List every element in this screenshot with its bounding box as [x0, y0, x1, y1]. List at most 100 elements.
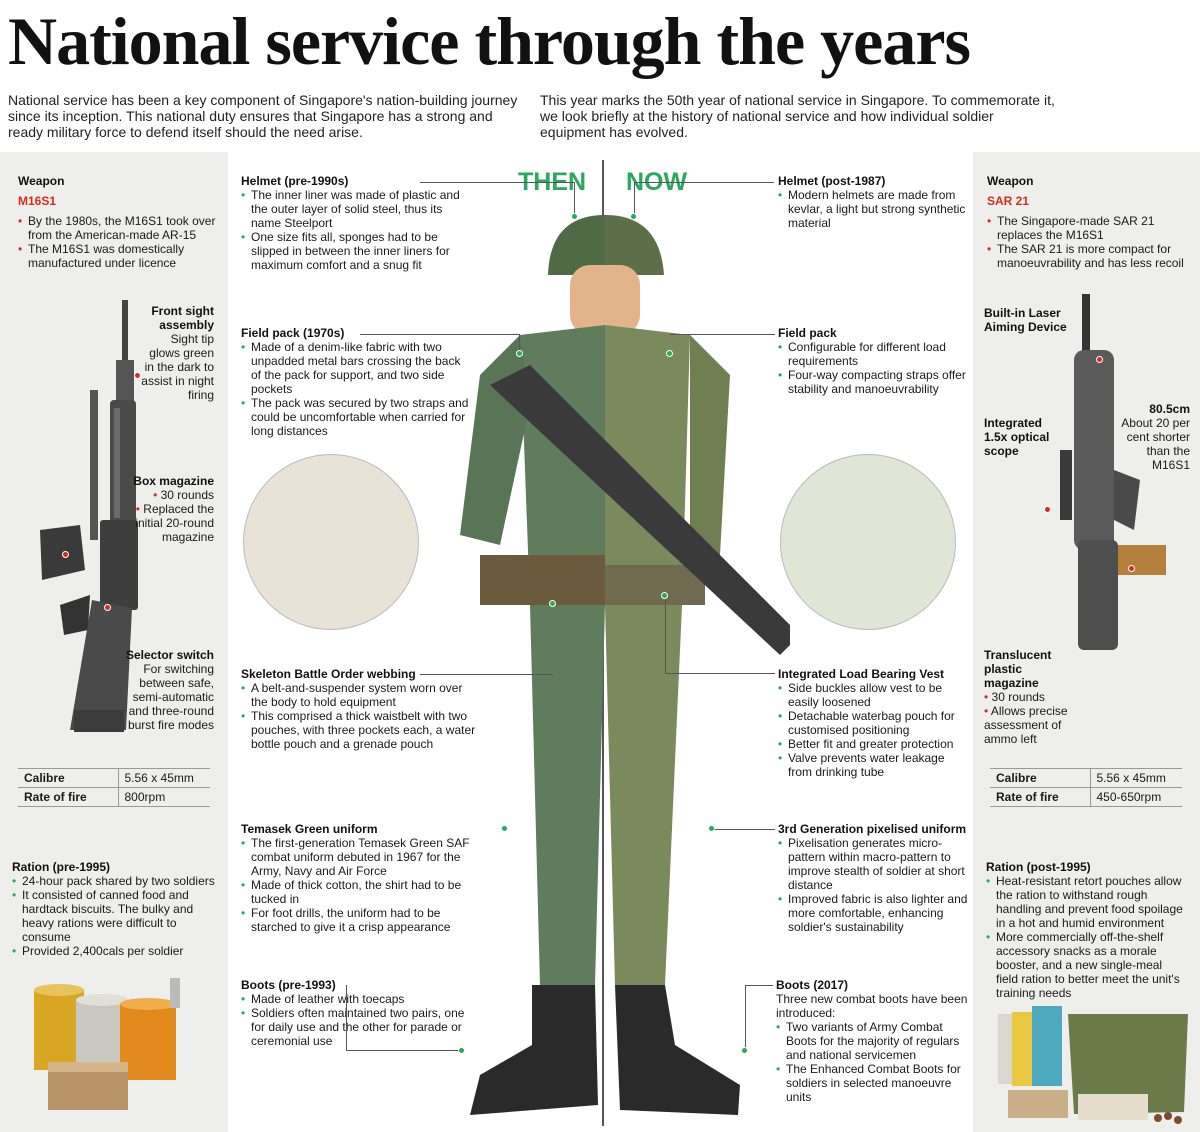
selector-marker: [104, 604, 111, 611]
left-weapon-point: By the 1980s, the M16S1 took over from t…: [18, 214, 218, 242]
spec-row: Rate of fire 800rpm: [18, 787, 210, 807]
then-helmet-callout: [420, 182, 575, 216]
right-weapon-name: SAR 21: [987, 194, 1030, 208]
left-weapon-point: The M16S1 was domestically manufactured …: [18, 242, 218, 270]
spec-key: Rate of fire: [18, 787, 118, 807]
front-sight-text: Sight tip glows green in the dark to ass…: [141, 332, 214, 402]
now-pack-marker: [666, 350, 673, 357]
scope-marker: [1044, 506, 1051, 513]
front-sight-title: Front sight assembly: [151, 304, 214, 332]
spec-value: 5.56 x 45mm: [1089, 768, 1182, 788]
spec-key: Rate of fire: [990, 787, 1090, 807]
then-webbing-point: A belt-and-suspender system worn over th…: [241, 681, 481, 709]
then-uniform-title: Temasek Green uniform: [241, 822, 378, 836]
then-boots-marker: [458, 1047, 465, 1054]
now-uniform-block: 3rd Generation pixelised uniform Pixelis…: [778, 822, 970, 934]
spec-row: Rate of fire 450-650rpm: [990, 787, 1182, 807]
then-helmet-title: Helmet (pre-1990s): [241, 174, 349, 188]
then-uniform-block: Temasek Green uniform The first-generati…: [241, 822, 471, 934]
now-vest-point: Side buckles allow vest to be easily loo…: [778, 681, 970, 709]
right-weapon-heading: Weapon: [987, 174, 1034, 188]
now-uniform-point: Pixelisation generates micro-pattern wit…: [778, 836, 970, 892]
now-vest-point: Detachable waterbag pouch for customised…: [778, 709, 970, 737]
spec-key: Calibre: [18, 768, 118, 788]
box-magazine-block: Box magazine • 30 rounds • Replaced the …: [110, 474, 214, 544]
now-vest-block: Integrated Load Bearing Vest Side buckle…: [778, 667, 970, 779]
length-text: About 20 per cent shorter than the M16S1: [1121, 416, 1190, 472]
right-weapon-point: The Singapore-made SAR 21 replaces the M…: [987, 214, 1192, 242]
now-pack-block: Field pack Configurable for different lo…: [778, 326, 968, 396]
spec-value: 450-650rpm: [1089, 787, 1182, 807]
magazine-marker: [62, 551, 69, 558]
then-pack-circle: [243, 454, 419, 630]
selector-block: Selector switch For switching between sa…: [120, 648, 214, 732]
translucent-magazine-block: Translucent plastic magazine • 30 rounds…: [984, 648, 1074, 746]
left-spec-table: Calibre 5.56 x 45mm Rate of fire 800rpm: [18, 768, 210, 807]
then-pack-block: Field pack (1970s) Made of a denim-like …: [241, 326, 471, 438]
box-magazine-point: • Replaced the initial 20-round magazine: [135, 502, 214, 544]
then-pack-callout: [360, 334, 520, 352]
now-pack-callout: [670, 334, 775, 335]
translucent-magazine-title: Translucent plastic magazine: [984, 648, 1052, 690]
field-ration-illustration: [998, 1006, 1188, 1124]
then-boots-callout: [346, 985, 460, 1051]
then-webbing-block: Skeleton Battle Order webbing A belt-and…: [241, 667, 481, 751]
ration-then-point: 24-hour pack shared by two soldiers: [12, 874, 222, 888]
ration-now-point: Heat-resistant retort pouches allow the …: [986, 874, 1186, 930]
now-pack-point: Configurable for different load requirem…: [778, 340, 968, 368]
now-vest-callout: [665, 600, 775, 674]
scope-title: Integrated 1.5x optical scope: [984, 416, 1050, 458]
now-uniform-callout: [712, 829, 775, 830]
intro-right: This year marks the 50th year of nationa…: [540, 92, 1055, 140]
then-helmet-marker: [571, 213, 578, 220]
scope-block: Integrated 1.5x optical scope: [984, 416, 1054, 458]
now-vest-marker: [661, 592, 668, 599]
now-pack-point: Four-way compacting straps offer stabili…: [778, 368, 968, 396]
now-boots-marker: [741, 1047, 748, 1054]
now-boots-point: Two variants of Army Combat Boots for th…: [776, 1020, 970, 1062]
laser-marker: [1096, 356, 1103, 363]
now-pack-title: Field pack: [778, 326, 837, 340]
canned-food-illustration: [34, 978, 180, 1110]
left-weapon-block: Weapon M16S1 By the 1980s, the M16S1 too…: [18, 174, 218, 270]
spec-value: 800rpm: [117, 787, 210, 807]
soldier-illustration: [460, 215, 790, 1115]
then-uniform-point: The first-generation Temasek Green SAF c…: [241, 836, 471, 878]
now-boots-point: The Enhanced Combat Boots for soldiers i…: [776, 1062, 970, 1104]
right-spec-table: Calibre 5.56 x 45mm Rate of fire 450-650…: [990, 768, 1182, 807]
then-pack-title: Field pack (1970s): [241, 326, 345, 340]
then-webbing-callout: [420, 674, 553, 675]
ration-now-block: Ration (post-1995) Heat-resistant retort…: [986, 860, 1186, 1000]
front-sight-block: Front sight assembly Sight tip glows gre…: [140, 304, 214, 402]
now-vest-point: Better fit and greater protection: [778, 737, 970, 751]
laser-title: Built-in Laser Aiming Device: [984, 306, 1067, 334]
box-magazine-title: Box magazine: [133, 474, 214, 488]
then-webbing-point: This comprised a thick waistbelt with tw…: [241, 709, 481, 751]
spec-row: Calibre 5.56 x 45mm: [18, 768, 210, 788]
now-boots-block: Boots (2017) Three new combat boots have…: [776, 978, 970, 1104]
left-weapon-name: M16S1: [18, 194, 57, 208]
now-helmet-title: Helmet (post-1987): [778, 174, 886, 188]
now-helmet-callout: [634, 182, 774, 216]
then-webbing-marker: [549, 600, 556, 607]
then-boots-block: Boots (pre-1993) Made of leather with to…: [241, 978, 471, 1048]
selector-text: For switching between safe, semi-automat…: [127, 662, 214, 732]
then-boots-title: Boots (pre-1993): [241, 978, 336, 992]
spec-key: Calibre: [990, 768, 1090, 788]
ration-then-point: Provided 2,400cals per soldier: [12, 944, 222, 958]
ration-then-block: Ration (pre-1995) 24-hour pack shared by…: [12, 860, 222, 958]
then-webbing-title: Skeleton Battle Order webbing: [241, 667, 416, 681]
now-vest-title: Integrated Load Bearing Vest: [778, 667, 945, 681]
length-block: 80.5cm About 20 per cent shorter than th…: [1120, 402, 1190, 472]
now-boots-intro: Three new combat boots have been introdu…: [776, 992, 968, 1020]
translucent-magazine-point: • 30 rounds: [984, 690, 1045, 704]
now-helmet-point: Modern helmets are made from kevlar, a l…: [778, 188, 968, 230]
ration-then-point: It consisted of canned food and hardtack…: [12, 888, 222, 944]
now-boots-title: Boots (2017): [776, 978, 849, 992]
then-pack-point: The pack was secured by two straps and c…: [241, 396, 471, 438]
now-boots-callout: [745, 985, 773, 1051]
now-helmet-block: Helmet (post-1987) Modern helmets are ma…: [778, 174, 968, 230]
laser-block: Built-in Laser Aiming Device: [984, 306, 1074, 334]
then-helmet-block: Helmet (pre-1990s) The inner liner was m…: [241, 174, 471, 272]
front-sight-marker: [134, 372, 141, 379]
